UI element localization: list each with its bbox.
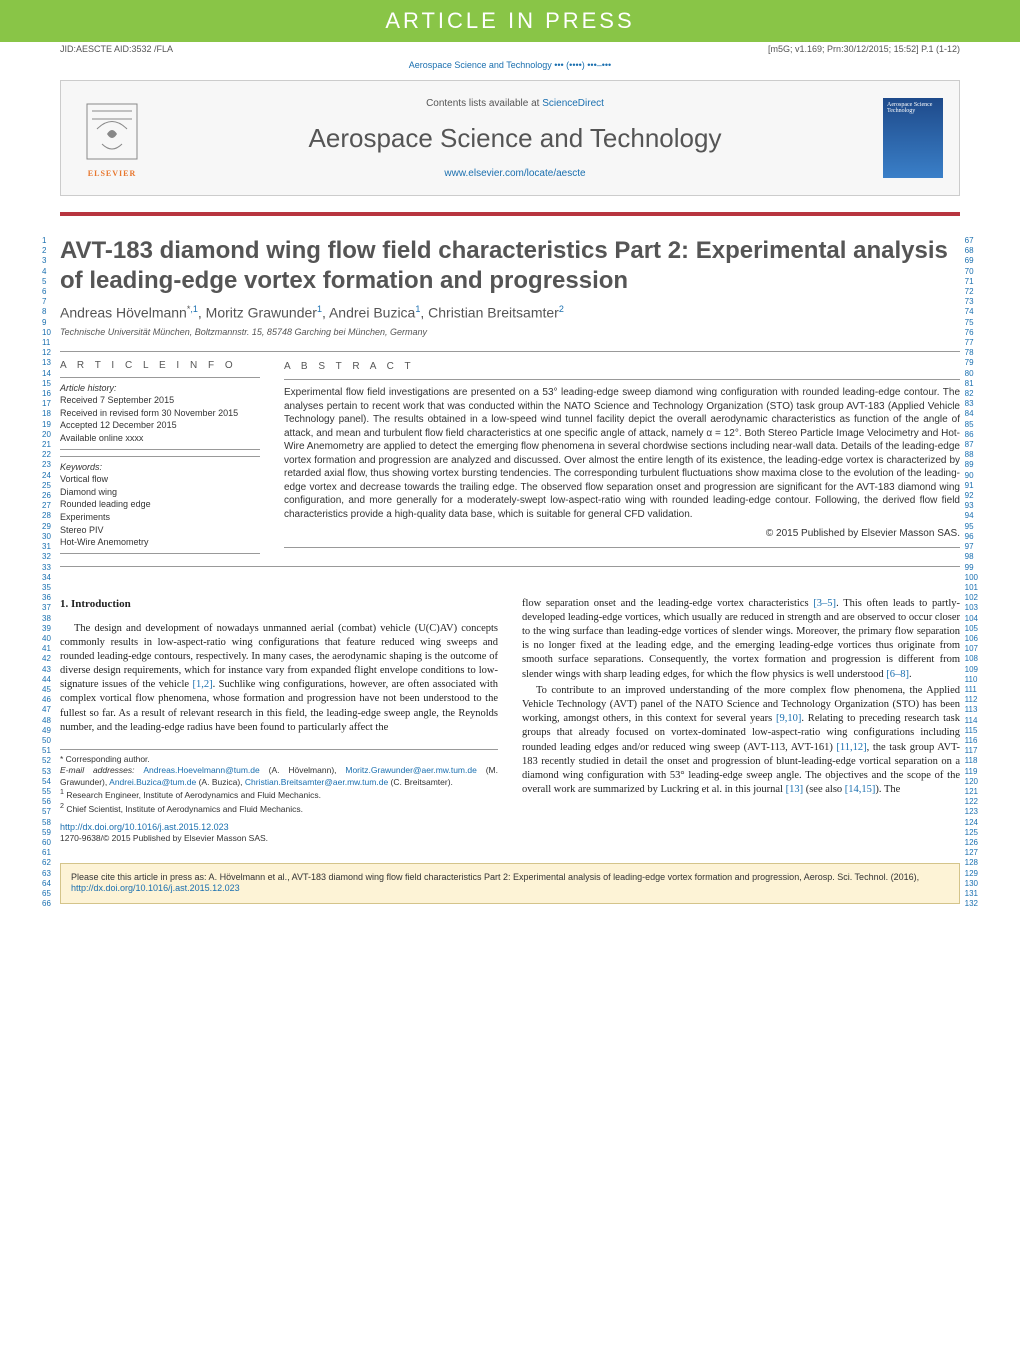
citation-link[interactable]: [9,10] [776,713,801,724]
body-paragraph: The design and development of nowadays u… [60,622,498,735]
jid: JID:AESCTE AID:3532 /FLA [60,44,173,54]
journal-ref-line: Aerospace Science and Technology ••• (••… [0,56,1020,80]
citation-link[interactable]: [11,12] [836,742,866,753]
doi-link[interactable]: http://dx.doi.org/10.1016/j.ast.2015.12.… [60,822,229,832]
text: . [909,669,912,680]
history-header: Article history: [60,382,260,395]
issn-copyright: 1270-9638/© 2015 Published by Elsevier M… [60,833,498,844]
citation-link[interactable]: [13] [786,784,804,795]
cover-thumbnail: Aerospace Science Technology [883,98,943,178]
email-label: E-mail addresses: [60,765,143,775]
keywords-block: Keywords: Vortical flow Diamond wing Rou… [60,456,260,554]
email-link[interactable]: Andrei.Buzica@tum.de [109,777,196,787]
footnote-1: 1 Research Engineer, Institute of Aerody… [60,788,498,801]
body-paragraph: flow separation onset and the leading-ed… [522,597,960,682]
text: ). The [875,784,900,795]
journal-name: Aerospace Science and Technology [147,123,883,154]
article-history: Article history: Received 7 September 20… [60,377,260,450]
rule [284,547,960,548]
citation-link[interactable]: [1,2] [192,679,212,690]
history-item: Received in revised form 30 November 201… [60,407,260,420]
citation-link[interactable]: [14,15] [845,784,876,795]
history-item: Received 7 September 2015 [60,394,260,407]
keyword: Experiments [60,511,260,524]
corresponding-author: * Corresponding author. [60,754,498,765]
text: Chief Scientist, Institute of Aerodynami… [66,804,303,814]
section-heading: 1. Introduction [60,597,498,612]
footnotes: * Corresponding author. E-mail addresses… [60,749,498,815]
history-item: Available online xxxx [60,432,260,445]
keywords-header: Keywords: [60,461,260,474]
email-link[interactable]: Christian.Breitsamter@aer.mw.tum.de [245,777,388,787]
abstract-copyright: © 2015 Published by Elsevier Masson SAS. [284,527,960,541]
journal-header: ELSEVIER Contents lists available at Sci… [60,80,960,196]
line-numbers-left: 1234567891011121314151617181920212223242… [42,236,51,909]
cite-doi-link[interactable]: http://dx.doi.org/10.1016/j.ast.2015.12.… [71,883,240,893]
elsevier-logo: ELSEVIER [77,93,147,183]
abstract-label: A B S T R A C T [284,360,960,374]
abstract-text: Experimental flow field investigations a… [284,386,960,521]
contents-line: Contents lists available at ScienceDirec… [147,98,883,109]
article-title: AVT-183 diamond wing flow field characte… [60,236,960,296]
contents-prefix: Contents lists available at [426,98,542,109]
article-info-label: A R T I C L E I N F O [60,360,260,371]
rule [60,351,960,352]
footnote-2: 2 Chief Scientist, Institute of Aerodyna… [60,802,498,815]
cite-box: Please cite this article in press as: A.… [60,863,960,904]
in-press-banner: ARTICLE IN PRESS [0,0,1020,42]
journal-url-link[interactable]: www.elsevier.com/locate/aescte [444,168,585,179]
elsevier-text: ELSEVIER [88,169,136,178]
meta-line: JID:AESCTE AID:3532 /FLA [m5G; v1.169; P… [0,42,1020,56]
email-line: E-mail addresses: Andreas.Hoevelmann@tum… [60,765,498,788]
citation-link[interactable]: [6–8] [886,669,909,680]
text: Research Engineer, Institute of Aerodyna… [66,790,321,800]
body-paragraph: To contribute to an improved understandi… [522,684,960,797]
text: flow separation onset and the leading-ed… [522,598,813,609]
authors: Andreas Hövelmann*,1, Moritz Grawunder1,… [60,304,960,321]
text: (see also [803,784,845,795]
keyword: Stereo PIV [60,524,260,537]
text: . This often leads to partly-developed l… [522,598,960,680]
email-link[interactable]: Andreas.Hoevelmann@tum.de [143,765,259,775]
keyword: Vortical flow [60,473,260,486]
m5g: [m5G; v1.169; Prn:30/12/2015; 15:52] P.1… [768,44,960,54]
text: (A. Hövelmann), [269,765,337,775]
keyword: Rounded leading edge [60,498,260,511]
rule [60,566,960,567]
citation-link[interactable]: [3–5] [813,598,836,609]
cite-text: Please cite this article in press as: A.… [71,872,919,882]
text: (A. Buzica), [199,777,243,787]
red-rule [60,212,960,216]
keyword: Hot-Wire Anemometry [60,536,260,549]
keyword: Diamond wing [60,486,260,499]
text: (C. Breitsamter). [391,777,453,787]
sciencedirect-link[interactable]: ScienceDirect [542,98,604,109]
rule [284,379,960,380]
email-link[interactable]: Moritz.Grawunder@aer.mw.tum.de [345,765,476,775]
history-item: Accepted 12 December 2015 [60,419,260,432]
line-numbers-right: 6768697071727374757677787980818283848586… [965,236,978,909]
affiliation: Technische Universität München, Boltzman… [60,327,960,337]
